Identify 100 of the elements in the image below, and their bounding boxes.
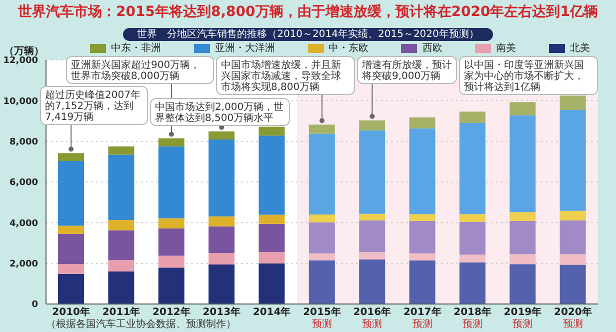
bar bbox=[158, 146, 184, 218]
text: 预测 bbox=[311, 319, 333, 330]
bar bbox=[359, 252, 386, 260]
legend-label: 北美 bbox=[568, 42, 590, 55]
bar bbox=[308, 214, 335, 222]
bar bbox=[459, 254, 486, 262]
text: （根据各国汽车工业协会数据、预测制作） bbox=[46, 319, 236, 330]
bar bbox=[208, 264, 235, 304]
bar bbox=[208, 140, 235, 216]
bar bbox=[258, 224, 285, 252]
bar bbox=[510, 212, 536, 222]
bar bbox=[158, 138, 184, 146]
text: 预测 bbox=[512, 319, 534, 330]
bar bbox=[560, 210, 586, 220]
y-tick-label: 2,000 bbox=[10, 260, 38, 270]
bar bbox=[510, 102, 536, 116]
legend-label: 亚洲・大洋洲 bbox=[214, 42, 275, 55]
bar bbox=[560, 110, 586, 211]
bar bbox=[208, 216, 235, 226]
bar bbox=[208, 252, 235, 265]
legend-label: 中・东欧 bbox=[328, 42, 369, 55]
bar bbox=[258, 263, 285, 304]
x-tick-label: 2017年 bbox=[403, 306, 442, 318]
bar bbox=[308, 222, 335, 254]
bar bbox=[459, 262, 486, 304]
bar bbox=[560, 96, 586, 110]
x-tick-label: 2014年 bbox=[252, 306, 291, 318]
bar bbox=[359, 130, 386, 214]
x-tick-label: 2019年 bbox=[504, 306, 542, 318]
bar bbox=[108, 154, 134, 220]
text: 预测 bbox=[361, 319, 384, 330]
bar bbox=[108, 230, 134, 260]
bar bbox=[258, 214, 285, 224]
x-tick-label: 2010年 bbox=[52, 306, 90, 318]
bar bbox=[359, 220, 386, 252]
bar bbox=[258, 136, 285, 215]
bar bbox=[560, 254, 586, 265]
x-tick-label: 2013年 bbox=[202, 306, 241, 318]
text: 预测 bbox=[411, 319, 434, 330]
bar bbox=[308, 253, 335, 260]
bar bbox=[58, 226, 84, 234]
bar bbox=[208, 131, 235, 140]
chart-title: 世界汽车市场：2015年将达到8,800万辆，由于增速放缓，预计将在2020年左右达到1亿辆 bbox=[17, 3, 599, 21]
legend-label: 中东・非洲 bbox=[110, 42, 161, 55]
bar bbox=[459, 214, 486, 222]
bar bbox=[308, 124, 335, 134]
bar bbox=[108, 271, 134, 304]
x-tick-label: 2020年 bbox=[554, 306, 592, 318]
y-tick-label: 12,000 bbox=[3, 56, 38, 66]
bar bbox=[258, 252, 285, 264]
bar bbox=[409, 117, 436, 128]
bar bbox=[359, 214, 386, 220]
bar bbox=[158, 256, 184, 268]
text: 预测 bbox=[462, 319, 484, 330]
bar bbox=[510, 115, 536, 212]
bar bbox=[409, 260, 436, 304]
x-tick-label: 2016年 bbox=[353, 306, 392, 318]
bar bbox=[459, 123, 486, 214]
x-tick-label: 2012年 bbox=[152, 306, 190, 318]
bar bbox=[158, 228, 184, 256]
bar bbox=[208, 226, 235, 253]
bar bbox=[108, 220, 134, 230]
bar bbox=[58, 161, 84, 226]
bar bbox=[560, 264, 586, 304]
bar bbox=[308, 260, 335, 304]
bar bbox=[158, 268, 184, 304]
annotation: 中国市场达到2,000万辆，世界整体达到8,500万辆水平 bbox=[150, 98, 290, 126]
y-tick-label: 0 bbox=[32, 300, 38, 310]
y-axis-title: （万辆） bbox=[4, 44, 44, 57]
legend-label: 南美 bbox=[495, 42, 516, 55]
x-tick-label: 2011年 bbox=[102, 306, 140, 318]
bar bbox=[409, 221, 436, 254]
bar bbox=[409, 253, 436, 260]
x-tick-label: 2015年 bbox=[303, 306, 341, 318]
annotation: 中国市场增速放缓，并且新兴国家市场减速，导致全球市场将实现8,800万辆 bbox=[216, 56, 355, 95]
annotation: 超过历史峰值2007年的7,152万辆，达到7,419万辆 bbox=[40, 86, 148, 125]
bar bbox=[510, 254, 536, 264]
bar bbox=[359, 120, 386, 130]
bar bbox=[258, 126, 285, 136]
bar bbox=[560, 220, 586, 254]
bar bbox=[308, 134, 335, 215]
text: 预测 bbox=[562, 319, 584, 330]
bar bbox=[158, 218, 184, 228]
bar bbox=[459, 112, 486, 124]
bar bbox=[510, 264, 536, 304]
annotation: 以中国・印度等亚洲新兴国家为中心的市场不断扩大，预计将达到1亿辆 bbox=[459, 56, 598, 95]
y-tick-label: 4,000 bbox=[10, 218, 38, 229]
annotation: 增速有所放缓，预计将突破9,000万辆 bbox=[357, 56, 457, 84]
bar bbox=[58, 274, 84, 304]
bar bbox=[409, 128, 436, 214]
bar bbox=[108, 260, 134, 272]
bar bbox=[58, 234, 84, 264]
bar bbox=[510, 221, 536, 254]
bar bbox=[58, 153, 84, 162]
y-tick-label: 8,000 bbox=[10, 138, 38, 148]
x-tick-label: 2018年 bbox=[454, 306, 492, 318]
annotation: 亚洲新兴国家超过900万辆，世界市场突破8,000万辆 bbox=[66, 56, 214, 84]
y-tick-label: 10,000 bbox=[3, 96, 38, 107]
bar bbox=[459, 222, 486, 255]
bar bbox=[359, 259, 386, 304]
